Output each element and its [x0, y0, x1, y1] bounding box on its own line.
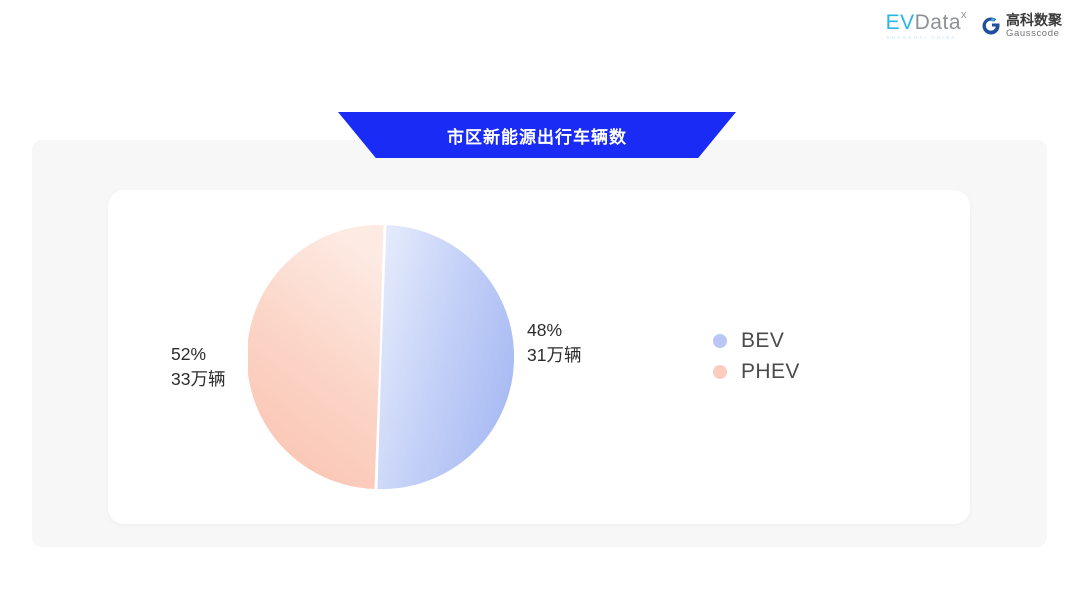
- legend-item-bev[interactable]: BEV: [713, 325, 800, 356]
- legend-dot-phev-icon: [713, 364, 727, 379]
- pie-label-bev-amount: 31万辆: [527, 345, 582, 366]
- gausscode-logo-en: Gausscode: [1006, 28, 1060, 40]
- legend-label-phev: PHEV: [741, 359, 800, 383]
- pie-label-phev-amount: 33万辆: [171, 369, 226, 390]
- legend-dot-bev-icon: [713, 333, 727, 348]
- evdata-logo-primary: EV: [885, 11, 915, 34]
- pie-label-phev: 52% 33万辆: [171, 342, 225, 393]
- pie-label-phev-percent: 52%: [171, 344, 207, 364]
- gausscode-logo-cn: 高科数聚: [1006, 12, 1062, 29]
- legend-label-bev: BEV: [741, 328, 785, 352]
- chart-card: 48% 31万辆 52% 33万辆 BEV PHEV: [108, 190, 970, 524]
- chart-legend: BEV PHEV: [713, 325, 800, 387]
- pie-slice-phev[interactable]: [248, 224, 384, 489]
- evdata-logo-secondary: Data: [914, 11, 961, 34]
- gausscode-logo: 高科数聚 Gausscode: [981, 13, 1062, 39]
- pie-label-bev-percent: 48%: [527, 320, 563, 340]
- section-title-banner: 市区新能源出行车辆数: [338, 112, 736, 158]
- evdata-logo: EVDatax SHANGHAI CHINA: [885, 9, 967, 40]
- pie-label-bev: 48% 31万辆: [527, 318, 581, 369]
- evdata-logo-subtitle: SHANGHAI CHINA: [886, 35, 957, 40]
- gausscode-logo-text: 高科数聚 Gausscode: [1006, 13, 1062, 39]
- pie-chart: [248, 222, 518, 492]
- g-circle-icon: [981, 16, 1001, 36]
- evdata-logo-superscript: x: [961, 9, 967, 21]
- header-logo-group: EVDatax SHANGHAI CHINA 高科数聚 Gausscode: [885, 9, 1062, 40]
- page-title: 市区新能源出行车辆数: [447, 127, 627, 147]
- legend-item-phev[interactable]: PHEV: [713, 356, 800, 387]
- evdata-logo-wordmark: EVDatax: [885, 9, 967, 34]
- pie-slice-bev[interactable]: [377, 225, 515, 490]
